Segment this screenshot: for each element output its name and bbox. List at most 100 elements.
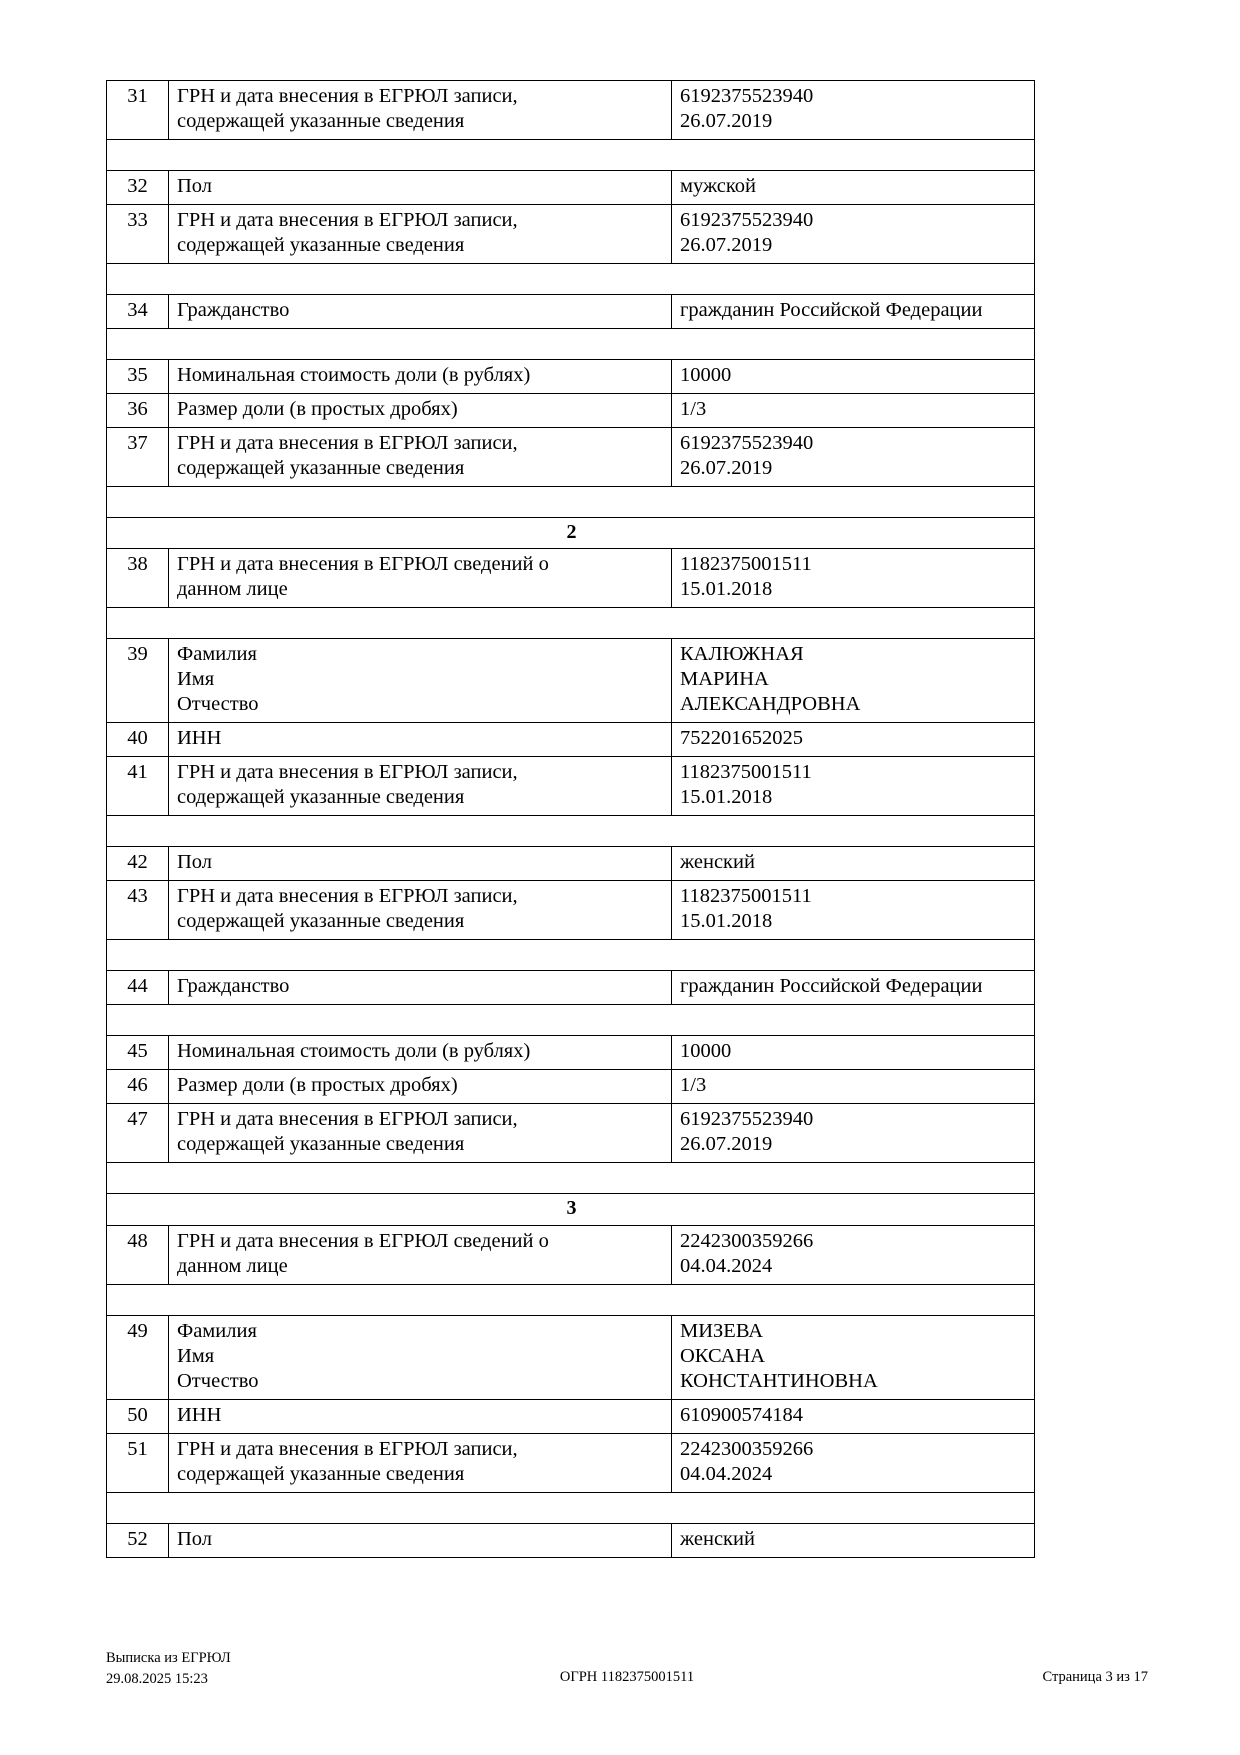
row-number-cell: 32 xyxy=(106,170,169,205)
row-label-cell: ГРН и дата внесения в ЕГРЮЛ сведений о д… xyxy=(168,548,672,609)
row-number-cell: 39 xyxy=(106,638,169,724)
row-label-cell: Номинальная стоимость доли (в рублях) xyxy=(168,359,672,394)
row-number-cell: 34 xyxy=(106,294,169,329)
row-value-cell: 6192375523940 26.07.2019 xyxy=(671,204,1035,264)
table-spacer-row xyxy=(106,1491,1035,1524)
row-value-cell: 1182375001511 15.01.2018 xyxy=(671,756,1035,817)
row-value-cell: гражданин Российской Федерации xyxy=(671,970,1035,1006)
table-row: 47 ГРН и дата внесения в ЕГРЮЛ записи, со… xyxy=(106,1103,1035,1164)
footer-page-number: Страница 3 из 17 xyxy=(1042,1669,1148,1685)
row-label-cell: Номинальная стоимость доли (в рублях) xyxy=(168,1035,672,1071)
row-label-cell: ИНН xyxy=(168,722,672,758)
spacer-cell xyxy=(106,1491,1035,1524)
row-number-cell: 43 xyxy=(106,880,169,941)
row-number-cell: 36 xyxy=(106,393,169,428)
row-number-cell: 52 xyxy=(106,1522,169,1558)
row-label-cell: Размер доли (в простых дробях) xyxy=(168,1069,672,1105)
spacer-cell xyxy=(106,1162,1035,1195)
table-row: 37 ГРН и дата внесения в ЕГРЮЛ записи, со… xyxy=(106,427,1035,487)
table-spacer-row xyxy=(106,1004,1035,1037)
spacer-cell xyxy=(106,1004,1035,1037)
row-value-cell: 6192375523940 26.07.2019 xyxy=(671,1103,1035,1164)
row-number-cell: 31 xyxy=(106,80,169,140)
row-value-cell: мужской xyxy=(671,170,1035,205)
row-label-cell: Пол xyxy=(168,846,672,882)
table-row: 51 ГРН и дата внесения в ЕГРЮЛ записи, со… xyxy=(106,1432,1035,1493)
row-label-cell: ГРН и дата внесения в ЕГРЮЛ записи, соде… xyxy=(168,756,672,817)
footer-timestamp: 29.08.2025 15:23 xyxy=(106,1671,208,1688)
group-heading-label: 2 xyxy=(106,516,1035,550)
table-row: 32 Пол мужской xyxy=(106,170,1035,205)
row-value-cell: 6192375523940 26.07.2019 xyxy=(671,80,1035,140)
row-value-cell: 752201652025 xyxy=(671,722,1035,758)
row-value-cell: 6192375523940 26.07.2019 xyxy=(671,427,1035,487)
table-spacer-row xyxy=(106,328,1035,360)
row-label-cell: ГРН и дата внесения в ЕГРЮЛ записи, соде… xyxy=(168,80,672,140)
spacer-cell xyxy=(106,328,1035,360)
row-label-cell: ГРН и дата внесения в ЕГРЮЛ сведений о д… xyxy=(168,1224,672,1285)
row-number-cell: 38 xyxy=(106,548,169,609)
spacer-cell xyxy=(106,607,1035,640)
row-number-cell: 42 xyxy=(106,846,169,882)
row-number-cell: 47 xyxy=(106,1103,169,1164)
spacer-cell xyxy=(106,939,1035,972)
row-value-cell: 610900574184 xyxy=(671,1398,1035,1434)
table-row: 43 ГРН и дата внесения в ЕГРЮЛ записи, со… xyxy=(106,880,1035,941)
table-row: 46 Размер доли (в простых дробях) 1/3 xyxy=(106,1069,1035,1105)
table-row: 33 ГРН и дата внесения в ЕГРЮЛ записи, со… xyxy=(106,204,1035,264)
row-number-cell: 51 xyxy=(106,1432,169,1493)
table-body: 31 ГРН и дата внесения в ЕГРЮЛ записи, со… xyxy=(106,80,1035,1558)
row-label-cell: Пол xyxy=(168,170,672,205)
row-label-cell: Гражданство xyxy=(168,970,672,1006)
row-number-cell: 48 xyxy=(106,1224,169,1285)
row-number-cell: 44 xyxy=(106,970,169,1006)
row-number-cell: 46 xyxy=(106,1069,169,1105)
table-row: 49 Фамилия Имя Отчество МИЗЕВА ОКСАНА КОНС… xyxy=(106,1314,1035,1400)
table-row: 41 ГРН и дата внесения в ЕГРЮЛ записи, со… xyxy=(106,756,1035,817)
table-spacer-row xyxy=(106,1283,1035,1316)
row-number-cell: 35 xyxy=(106,359,169,394)
table-row: 38 ГРН и дата внесения в ЕГРЮЛ сведений о… xyxy=(106,548,1035,609)
egrul-details-table: 31 ГРН и дата внесения в ЕГРЮЛ записи, со… xyxy=(106,80,1035,1558)
spacer-cell xyxy=(106,486,1035,518)
spacer-cell xyxy=(106,139,1035,171)
row-value-cell: 1182375001511 15.01.2018 xyxy=(671,880,1035,941)
spacer-cell xyxy=(106,815,1035,848)
table-row: 35 Номинальная стоимость доли (в рублях) 1… xyxy=(106,359,1035,394)
row-label-cell: ИНН xyxy=(168,1398,672,1434)
table-spacer-row xyxy=(106,815,1035,848)
table-row: 52 Пол женский xyxy=(106,1522,1035,1558)
row-number-cell: 45 xyxy=(106,1035,169,1071)
row-number-cell: 37 xyxy=(106,427,169,487)
table-row: 48 ГРН и дата внесения в ЕГРЮЛ сведений о… xyxy=(106,1224,1035,1285)
row-label-cell: ГРН и дата внесения в ЕГРЮЛ записи, соде… xyxy=(168,427,672,487)
row-value-cell: 1182375001511 15.01.2018 xyxy=(671,548,1035,609)
row-label-cell: Размер доли (в простых дробях) xyxy=(168,393,672,428)
table-row: 39 Фамилия Имя Отчество КАЛЮЖНАЯ МАРИНА АЛ… xyxy=(106,638,1035,724)
table-spacer-row xyxy=(106,607,1035,640)
row-value-cell: 10000 xyxy=(671,1035,1035,1071)
table-spacer-row xyxy=(106,486,1035,518)
table-row: 34 Гражданство гражданин Российской Федера… xyxy=(106,294,1035,329)
table-spacer-row xyxy=(106,1162,1035,1195)
row-label-cell: ГРН и дата внесения в ЕГРЮЛ записи, соде… xyxy=(168,880,672,941)
page-footer: Выписка из ЕГРЮЛ 29.08.2025 15:23 ОГРН 1… xyxy=(106,1648,1148,1708)
row-value-cell: 2242300359266 04.04.2024 xyxy=(671,1224,1035,1285)
table-row: 36 Размер доли (в простых дробях) 1/3 xyxy=(106,393,1035,428)
row-number-cell: 41 xyxy=(106,756,169,817)
row-value-cell: 1/3 xyxy=(671,1069,1035,1105)
row-value-cell: гражданин Российской Федерации xyxy=(671,294,1035,329)
footer-document-info: Выписка из ЕГРЮЛ 29.08.2025 15:23 xyxy=(106,1648,231,1690)
row-label-cell: ГРН и дата внесения в ЕГРЮЛ записи, соде… xyxy=(168,1432,672,1493)
row-label-cell: ГРН и дата внесения в ЕГРЮЛ записи, соде… xyxy=(168,204,672,264)
table-row: 40 ИНН 752201652025 xyxy=(106,722,1035,758)
row-value-cell: 10000 xyxy=(671,359,1035,394)
spacer-cell xyxy=(106,1283,1035,1316)
table-row: 44 Гражданство гражданин Российской Федера… xyxy=(106,970,1035,1006)
row-number-cell: 49 xyxy=(106,1314,169,1400)
row-value-cell: МИЗЕВА ОКСАНА КОНСТАНТИНОВНА xyxy=(671,1314,1035,1400)
row-label-cell: ГРН и дата внесения в ЕГРЮЛ записи, соде… xyxy=(168,1103,672,1164)
table-group-heading-row: 2 xyxy=(106,516,1035,550)
footer-ogrn: ОГРН 1182375001511 xyxy=(559,1669,695,1685)
